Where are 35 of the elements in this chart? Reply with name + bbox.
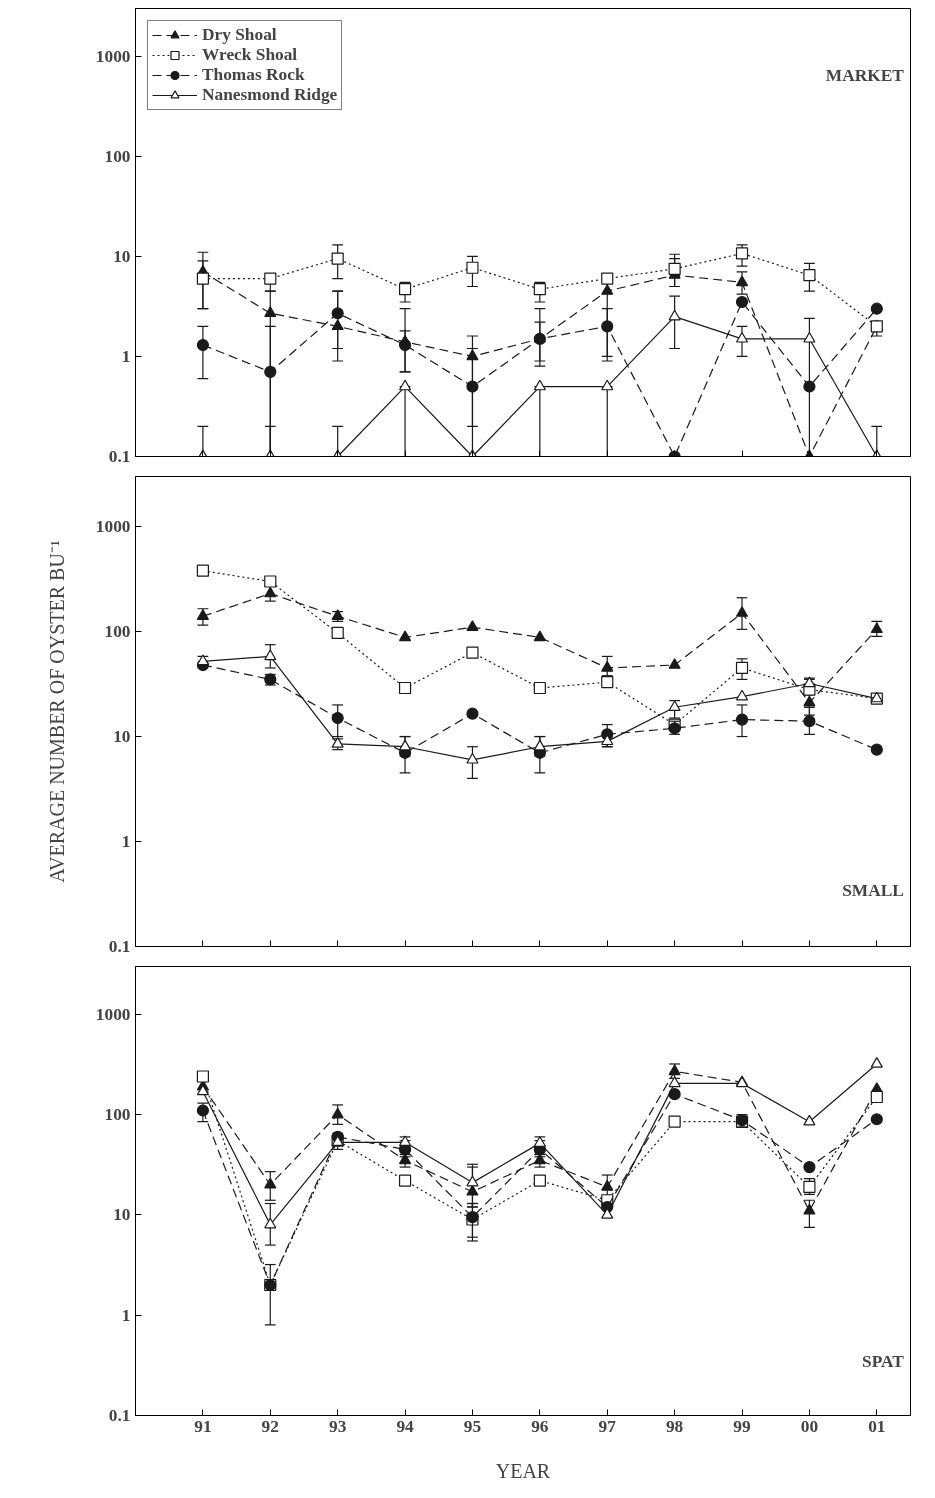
x-tick-label: 01 xyxy=(868,1416,886,1436)
x-tick-label: 93 xyxy=(329,1416,347,1436)
y-tick-label: 1000 xyxy=(95,1004,131,1024)
y-tick-label: 0.1 xyxy=(108,447,131,466)
x-tick-label: 95 xyxy=(463,1416,482,1436)
legend-label: Thomas Rock xyxy=(202,65,305,85)
x-axis-title: YEAR xyxy=(495,1459,551,1482)
legend-label: Dry Shoal xyxy=(202,25,277,45)
y-tick-label: 1 xyxy=(121,1305,131,1325)
x-tick-label: 91 xyxy=(194,1416,212,1436)
x-tick-label: 96 xyxy=(531,1416,549,1436)
legend-label: Nanesmond Ridge xyxy=(202,85,338,105)
y-tick-label: 10 xyxy=(113,1205,131,1225)
y-tick-label: 10 xyxy=(113,246,131,266)
y-tick-label: 1000 xyxy=(95,517,131,537)
annotation: MARKET xyxy=(825,66,905,86)
y-tick-label: 100 xyxy=(104,146,131,166)
y-tick-label: 100 xyxy=(104,1105,131,1125)
x-tick-label: 98 xyxy=(665,1416,684,1436)
annotation: SPAT xyxy=(862,1352,905,1372)
y-tick-label: 1000 xyxy=(95,46,131,66)
x-tick-label: 94 xyxy=(396,1416,415,1436)
y-tick-label: 1 xyxy=(121,832,131,852)
y-tick-label: 0.1 xyxy=(108,1406,131,1425)
y-axis-title: AVERAGE NUMBER OF OYSTER BU⁻¹ xyxy=(45,540,68,883)
legend-label: Wreck Shoal xyxy=(202,45,298,65)
x-tick-label: 97 xyxy=(598,1416,617,1436)
x-tick-label: 99 xyxy=(733,1416,752,1436)
y-tick-label: 1 xyxy=(121,346,131,366)
y-tick-label: 10 xyxy=(113,727,131,747)
y-tick-label: 100 xyxy=(104,622,131,642)
x-tick-label: 00 xyxy=(800,1416,819,1436)
annotation: SMALL xyxy=(842,880,904,900)
x-tick-label: 92 xyxy=(261,1416,279,1436)
y-tick-label: 0.1 xyxy=(108,937,131,956)
